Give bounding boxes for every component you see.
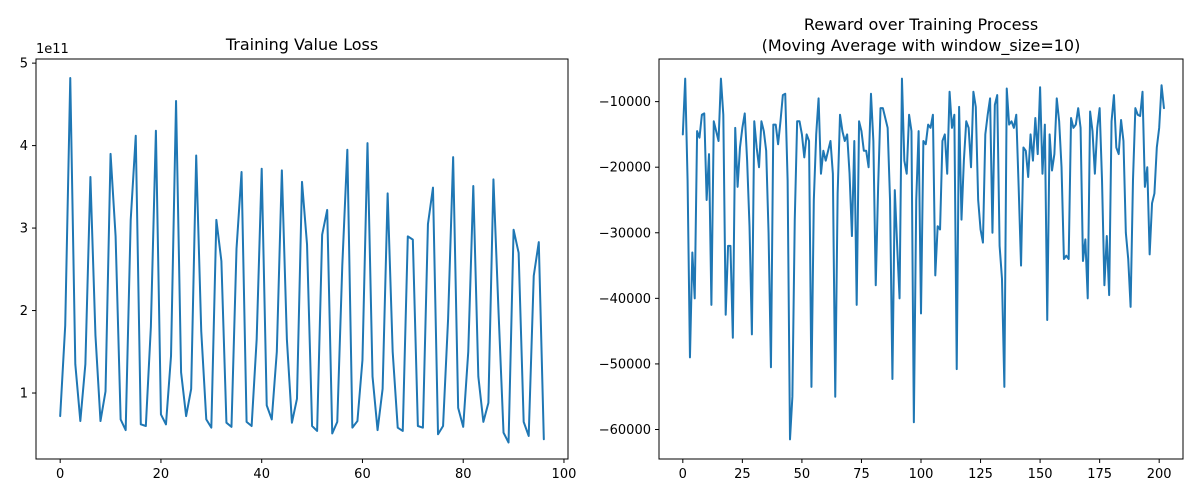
x-tick-label: 50 — [794, 467, 811, 482]
y-tick-label: 5 — [20, 57, 28, 72]
y-tick-label: −30000 — [599, 226, 651, 241]
x-tick-label: 0 — [679, 467, 687, 482]
chart-title-line: Reward over Training Process — [804, 15, 1038, 34]
x-tick-label: 20 — [153, 467, 170, 482]
y-tick-label: −40000 — [599, 292, 651, 307]
y-tick-label: 3 — [20, 222, 28, 237]
x-tick-label: 100 — [552, 467, 577, 482]
x-tick-label: 25 — [734, 467, 751, 482]
x-tick-label: 75 — [853, 467, 870, 482]
x-tick-label: 125 — [968, 467, 993, 482]
x-tick-label: 40 — [253, 467, 270, 482]
y-tick-label: −20000 — [599, 161, 651, 176]
y-axis-offset-label: 1e11 — [36, 42, 69, 57]
chart-reward-over-training: 0 25 50 75 100 125 150 175 200 −60000 −50000 −40000… — [599, 15, 1184, 482]
series-line — [59, 76, 545, 444]
y-tick-label: 4 — [20, 139, 28, 154]
axes-frame — [35, 58, 569, 460]
y-tick-label: 1 — [20, 387, 28, 402]
x-tick-label: 60 — [354, 467, 371, 482]
y-tick-label: 2 — [20, 304, 28, 319]
x-tick-label: 100 — [909, 467, 934, 482]
x-tick-label: 80 — [455, 467, 472, 482]
y-tick-label: −60000 — [599, 423, 651, 438]
x-tick-label: 0 — [56, 467, 64, 482]
chart-title: Training Value Loss — [225, 35, 378, 54]
chart-title-line: (Moving Average with window_size=10) — [762, 36, 1081, 56]
y-tick-label: −10000 — [599, 95, 651, 110]
y-tick-label: −50000 — [599, 357, 651, 372]
chart-training-value-loss: 0 20 40 60 80 100 1 2 3 4 5 1e11 Training Value Loss — [20, 35, 577, 482]
series-line — [681, 77, 1165, 441]
x-tick-label: 150 — [1028, 467, 1053, 482]
x-tick-label: 175 — [1087, 467, 1112, 482]
x-tick-label: 200 — [1147, 467, 1172, 482]
